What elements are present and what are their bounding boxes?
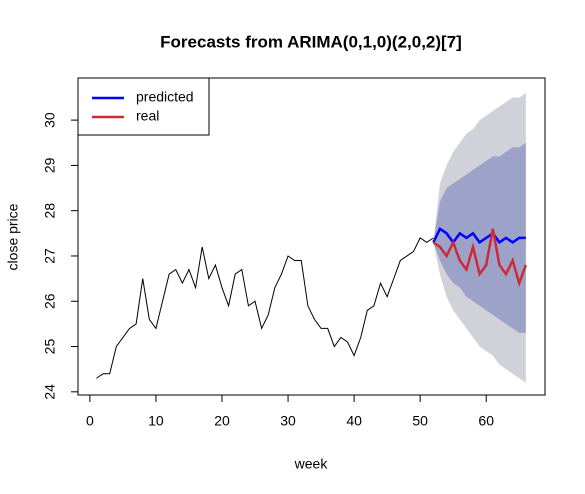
legend-box	[77, 77, 210, 136]
y-axis-label: close price	[5, 203, 21, 270]
y-tick-label: 27	[42, 248, 58, 264]
x-tick-label: 60	[478, 413, 494, 429]
y-tick-label: 26	[42, 293, 58, 309]
y-tick-label: 25	[42, 339, 58, 355]
history-line	[96, 237, 434, 379]
y-tick-label: 30	[42, 112, 58, 128]
series-line	[432, 226, 526, 245]
y-tick-label: 28	[42, 203, 58, 219]
x-tick-label: 40	[346, 413, 362, 429]
x-axis-label: week	[294, 456, 329, 472]
y-tick-label: 24	[42, 384, 58, 400]
legend-label: real	[136, 108, 159, 124]
series-line	[432, 228, 528, 288]
x-tick-label: 30	[280, 413, 296, 429]
x-tick-label: 10	[148, 413, 164, 429]
forecast-band	[433, 142, 526, 333]
legend: predicted real	[77, 77, 210, 136]
chart-title: Forecasts from ARIMA(0,1,0)(2,0,2)[7]	[160, 32, 462, 51]
x-tick-label: 50	[412, 413, 428, 429]
x-tick-label: 0	[86, 413, 94, 429]
x-tick-label: 20	[214, 413, 230, 429]
y-tick-label: 29	[42, 157, 58, 173]
legend-label: predicted	[136, 89, 194, 105]
